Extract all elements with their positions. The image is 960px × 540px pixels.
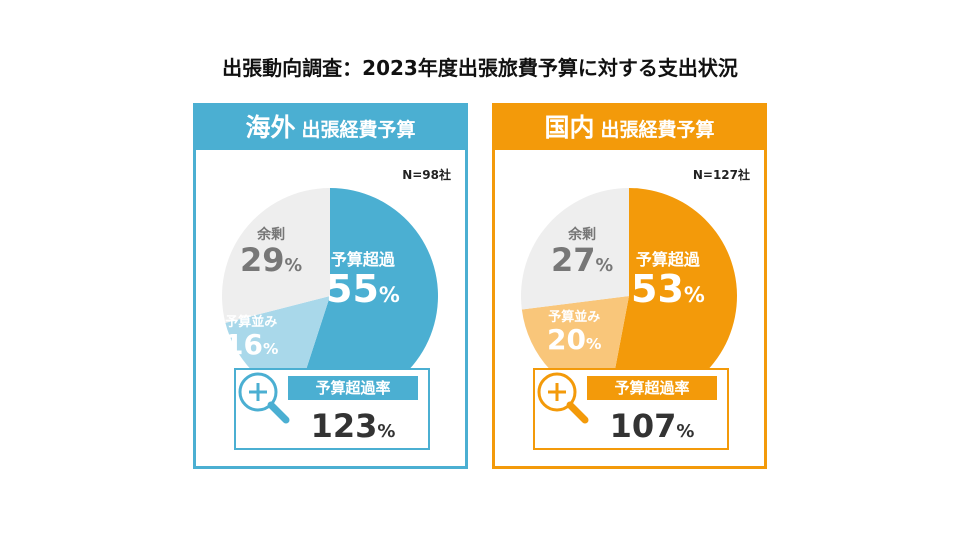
slice-unit: % <box>585 335 602 353</box>
slice-caption: 予算並み <box>225 315 278 330</box>
magnifier-plus-icon <box>238 372 290 424</box>
slice-unit: % <box>262 340 279 358</box>
slice-caption: 予算超過 <box>635 250 700 269</box>
overrun-rate-box: 予算超過率 123% <box>234 368 430 450</box>
magnifier-plus-icon <box>537 372 589 424</box>
slice-unit: % <box>284 256 303 276</box>
rate-unit: % <box>676 421 695 442</box>
overseas-budget-panel: 海外 出張経費予算 N=98社 予算超過 55% 余剰 29% 予算並み 16% … <box>193 103 468 469</box>
slice-caption: 予算超過 <box>330 250 395 269</box>
slice-value: 55 <box>326 267 379 311</box>
sample-size-label: N=127社 <box>692 168 750 182</box>
slice-label-remainder: 余剰 29% <box>240 224 302 278</box>
panel-header: 海外 出張経費予算 <box>196 106 465 150</box>
slice-value: 20 <box>547 323 586 356</box>
sample-size-label: N=98社 <box>402 168 451 182</box>
rate-number: 107 <box>609 407 677 445</box>
panel-header-subtitle: 出張経費予算 <box>600 119 715 141</box>
panel-header-subtitle: 出張経費予算 <box>301 119 416 141</box>
pie-slice-remainder <box>521 188 629 310</box>
overrun-rate-value: 123% <box>288 408 418 450</box>
panel-header-region: 国内 <box>544 113 595 142</box>
slice-unit: % <box>378 283 400 307</box>
slice-caption: 余剰 <box>568 227 597 243</box>
page-title: 出張動向調査：2023年度出張旅費予算に対する支出状況 <box>222 56 738 80</box>
slice-caption: 予算並み <box>548 310 601 325</box>
slice-unit: % <box>683 283 705 307</box>
slice-value: 53 <box>631 267 684 311</box>
slice-value: 27 <box>551 241 596 279</box>
panel-header: 国内 出張経費予算 <box>495 106 764 150</box>
rate-number: 123 <box>310 407 378 445</box>
overseas-pie-chart <box>222 188 439 404</box>
slice-unit: % <box>595 256 614 276</box>
overrun-rate-value: 107% <box>587 408 717 450</box>
overrun-rate-label: 予算超過率 <box>587 376 717 400</box>
rate-unit: % <box>377 421 396 442</box>
slice-value: 16 <box>224 328 263 361</box>
slice-label-overrun: 予算超過 55% <box>326 246 400 310</box>
overrun-rate-box: 予算超過率 107% <box>533 368 729 450</box>
slice-value: 29 <box>240 241 285 279</box>
slice-label-overrun: 予算超過 53% <box>631 246 705 310</box>
domestic-pie-chart <box>521 188 737 404</box>
slice-label-on-budget: 予算並み 20% <box>547 306 601 354</box>
panel-header-region: 海外 <box>245 113 296 142</box>
slice-label-on-budget: 予算並み 16% <box>224 311 278 359</box>
overrun-rate-label: 予算超過率 <box>288 376 418 400</box>
domestic-budget-panel: 国内 出張経費予算 N=127社 予算超過 53% 余剰 27% 予算並み 20%… <box>492 103 767 469</box>
slice-caption: 余剰 <box>257 227 286 243</box>
pie-slice-remainder <box>222 188 330 323</box>
slice-label-remainder: 余剰 27% <box>551 224 613 278</box>
pie-slice-overrun <box>608 188 737 404</box>
pie-slice-overrun <box>296 188 439 404</box>
